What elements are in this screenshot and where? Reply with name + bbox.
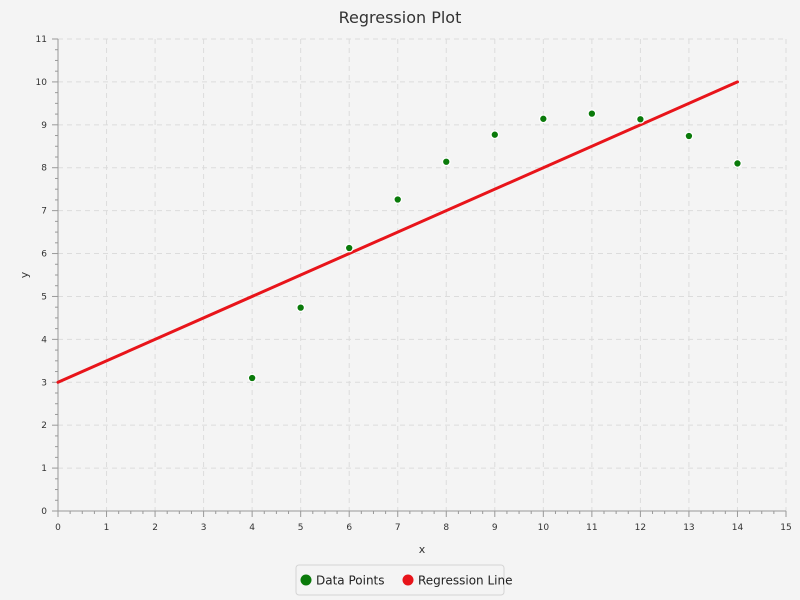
data-point: [296, 303, 306, 313]
legend-marker: [402, 574, 414, 586]
x-tick-label: 2: [152, 523, 158, 533]
y-tick-label: 2: [41, 421, 47, 431]
x-tick-label: 13: [683, 523, 694, 533]
x-tick-label: 11: [586, 523, 597, 533]
y-tick-label: 6: [41, 250, 47, 260]
x-tick-label: 9: [492, 523, 498, 533]
data-point: [635, 114, 645, 124]
x-tick-label: 10: [538, 523, 550, 533]
x-tick-label: 0: [55, 523, 61, 533]
x-tick-label: 15: [780, 523, 791, 533]
x-tick-label: 1: [104, 523, 110, 533]
x-tick-label: 12: [635, 523, 646, 533]
data-point: [733, 158, 742, 168]
x-axis-label: x: [419, 543, 426, 556]
data-point: [490, 130, 500, 140]
legend: Data Points Regression Line: [295, 564, 512, 596]
regression-line: [56, 80, 739, 384]
y-tick-label: 0: [41, 507, 47, 517]
y-tick-label: 10: [36, 78, 48, 88]
data-point: [393, 195, 403, 204]
chart-title: Regression Plot: [339, 8, 462, 27]
x-tick-label: 14: [732, 523, 744, 533]
data-point: [344, 243, 354, 253]
x-tick-label: 3: [201, 523, 207, 533]
x-tick-label: 8: [443, 523, 449, 533]
x-tick-label: 7: [395, 523, 401, 533]
data-point: [684, 131, 694, 141]
y-tick-label: 11: [36, 35, 47, 45]
legend-label: Regression Line: [418, 574, 512, 588]
data-point: [538, 114, 548, 124]
data-point: [247, 373, 257, 383]
plot-area: [56, 80, 742, 384]
y-tick-label: 8: [41, 164, 47, 174]
legend-marker: [300, 574, 312, 586]
y-tick-label: 3: [41, 378, 47, 388]
data-point: [587, 109, 597, 119]
legend-box: [295, 564, 505, 596]
y-tick-label: 7: [41, 207, 47, 217]
grid: [58, 38, 787, 511]
y-tick-label: 4: [41, 335, 47, 345]
y-axis-label: y: [18, 271, 31, 278]
x-tick-label: 5: [298, 523, 304, 533]
y-tick-label: 5: [41, 292, 47, 302]
data-point: [441, 157, 451, 167]
y-tick-label: 1: [41, 464, 47, 474]
x-tick-label: 4: [249, 523, 255, 533]
legend-label: Data Points: [316, 574, 385, 588]
x-tick-label: 6: [346, 523, 352, 533]
y-tick-label: 9: [41, 121, 47, 131]
